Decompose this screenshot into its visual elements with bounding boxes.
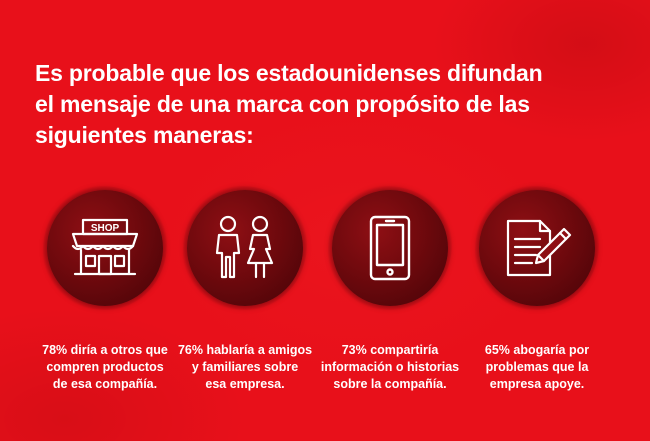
- headline: Es probable que los estadounidenses difu…: [35, 58, 595, 151]
- caption-line: 76% hablaría a amigos: [177, 343, 313, 357]
- stat-caption: 73% compartiría información o historias …: [315, 342, 465, 393]
- caption-line: empresa apoye.: [489, 377, 585, 391]
- caption-line: información o historias: [320, 360, 460, 374]
- headline-line: Es probable que los estadounidenses difu…: [35, 60, 543, 86]
- caption-line: y familiares sobre: [191, 360, 299, 374]
- document-pencil-icon: [506, 219, 572, 277]
- caption-line: compren productos: [46, 360, 164, 374]
- smartphone-icon: [369, 215, 411, 281]
- people-icon: [215, 215, 274, 279]
- icon-badge: [328, 186, 452, 310]
- caption-line: sobre la compañía.: [333, 377, 447, 391]
- stat-caption: 76% hablaría a amigos y familiares sobre…: [170, 342, 320, 393]
- stat-caption: 78% diría a otros que compren productos …: [30, 342, 180, 393]
- headline-line: siguientes maneras:: [35, 122, 254, 148]
- caption-line: problemas que la: [485, 360, 589, 374]
- stat-item-document: 65% abogaría por problemas que la empres…: [462, 186, 612, 393]
- icon-badge: [183, 186, 307, 310]
- caption-line: 65% abogaría por: [484, 343, 590, 357]
- stat-item-shop: SHOP 78% diría a otros que compren produ…: [30, 186, 180, 393]
- caption-line: 73% compartiría: [341, 343, 439, 357]
- stat-item-people: 76% hablaría a amigos y familiares sobre…: [170, 186, 320, 393]
- shop-icon: SHOP: [71, 218, 139, 276]
- shop-sign-text: SHOP: [91, 223, 120, 234]
- headline-line: el mensaje de una marca con propósito de…: [35, 91, 530, 117]
- stat-caption: 65% abogaría por problemas que la empres…: [462, 342, 612, 393]
- icon-badge: [475, 186, 599, 310]
- stat-item-smartphone: 73% compartiría información o historias …: [315, 186, 465, 393]
- caption-line: 78% diría a otros que: [42, 343, 168, 357]
- caption-line: esa empresa.: [205, 377, 285, 391]
- icon-badge: SHOP: [43, 186, 167, 310]
- caption-line: de esa compañía.: [52, 377, 158, 391]
